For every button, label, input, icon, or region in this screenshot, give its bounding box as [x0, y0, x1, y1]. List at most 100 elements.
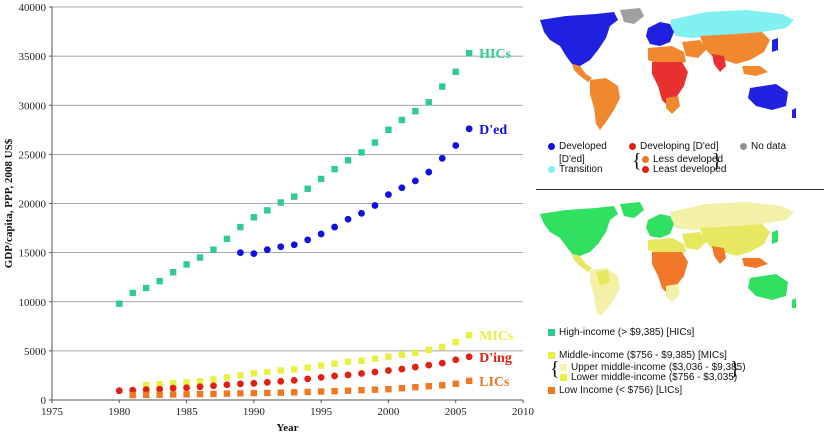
point-mics [237, 372, 244, 379]
left-brace-icon: { [632, 150, 642, 172]
point-lics [452, 380, 459, 387]
point-ded [344, 215, 352, 223]
middle-income-square-icon [548, 351, 555, 359]
point-ded [290, 241, 298, 249]
point-ding [438, 359, 446, 367]
map-southeast-asia [742, 258, 768, 268]
map-russia [670, 10, 794, 38]
map-central-america [572, 64, 592, 82]
point-mics [291, 366, 298, 373]
point-mics [143, 382, 150, 389]
point-mics [264, 368, 271, 376]
y-axis-title: GDP/capita, PPP, 2008 US$ [3, 138, 15, 268]
point-hics [250, 214, 258, 221]
point-hics [143, 284, 150, 292]
legend-label-middle-income: Middle-income ($756 - $9,385) [MICs] [559, 350, 727, 361]
map-australia [748, 84, 788, 110]
point-mics [331, 360, 338, 367]
y-tick-label: 25000 [19, 149, 47, 161]
point-lics [317, 388, 325, 395]
no-data-dot-icon [740, 142, 747, 150]
point-ding [290, 376, 298, 384]
point-hics [371, 139, 379, 146]
y-tick-label: 20000 [19, 199, 47, 211]
point-mics [465, 331, 473, 339]
map-africa-north [648, 46, 686, 64]
point-ding [169, 384, 177, 392]
legend-label-developed: Developed [559, 141, 607, 152]
section-divider [536, 189, 824, 190]
map-asia [700, 224, 770, 256]
point-hics [183, 261, 190, 268]
point-ded [371, 202, 379, 209]
map-south-asia [712, 54, 726, 72]
upper-middle-income-square-icon [560, 363, 567, 371]
point-ded [304, 236, 312, 244]
point-ding [317, 374, 325, 381]
point-hics [196, 254, 204, 261]
point-ding [398, 365, 406, 373]
point-ding [385, 367, 392, 374]
point-lics [156, 391, 163, 398]
map-japan [772, 230, 778, 244]
y-tick-label: 35000 [19, 51, 47, 63]
income-legend: High-income (> $9,385) [HICs] Middle-inc… [548, 327, 824, 419]
point-hics [277, 199, 284, 206]
point-ding [371, 368, 379, 376]
point-mics [304, 364, 311, 371]
x-tick-label: 1990 [243, 406, 266, 418]
lower-middle-income-square-icon [560, 373, 567, 381]
point-lics [129, 391, 136, 399]
developed-dot-icon [548, 142, 555, 150]
map-new-zealand [792, 108, 796, 118]
point-ded [331, 223, 338, 231]
point-mics [223, 374, 231, 381]
map-africa-central [652, 62, 688, 106]
map-africa-central [652, 252, 688, 294]
series-label-ded: D'ed [479, 123, 507, 138]
y-tick-label: 40000 [19, 2, 47, 14]
point-ding [237, 380, 244, 388]
point-hics [425, 99, 432, 106]
point-ded [358, 209, 365, 217]
map-south-asia [712, 246, 726, 264]
point-ding [304, 375, 312, 383]
point-ded [398, 184, 406, 192]
map-africa-north [648, 238, 686, 254]
point-ding [425, 361, 433, 369]
legend-item-less-developed: Less developed [642, 154, 723, 165]
world-map-income-groups [536, 200, 798, 318]
point-hics [304, 185, 311, 192]
legend-item-middle-income: Middle-income ($756 - $9,385) [MICs] [548, 350, 727, 361]
map-greenland [620, 8, 644, 24]
legend-label-lower-middle-income: Lower middle-income ($756 - $3,035) [571, 372, 738, 383]
point-ding [263, 378, 271, 386]
map-south-america-lower-middle [596, 270, 610, 286]
map-new-zealand [792, 298, 796, 308]
point-ding [250, 379, 258, 387]
legend-label-high-income: High-income (> $9,385) [HICs] [559, 327, 695, 338]
series-label-lics: LICs [479, 375, 510, 390]
point-hics [412, 107, 419, 115]
point-ded [385, 191, 392, 199]
point-ded [317, 230, 325, 238]
point-ded [237, 249, 244, 257]
legend-item-high-income: High-income (> $9,385) [HICs] [548, 327, 694, 338]
point-hics [129, 289, 136, 297]
point-ding [331, 372, 338, 380]
point-mics [344, 358, 352, 365]
legend-label-developing: Developing [D'ed] [640, 141, 719, 152]
map-south-america [590, 268, 620, 316]
point-lics [398, 385, 406, 392]
legend-item-transition: Transition [548, 164, 603, 175]
point-mics [398, 351, 406, 359]
legend-item-no-data: No data [740, 141, 786, 152]
map-central-america [572, 254, 592, 272]
map-australia [748, 274, 788, 300]
map-southeast-asia [742, 66, 768, 76]
series-label-hics: HICs [479, 47, 511, 62]
point-hics [398, 116, 406, 124]
map-middle-east [682, 232, 706, 250]
map-middle-east [682, 40, 706, 58]
y-tick-label: 15000 [19, 248, 47, 260]
